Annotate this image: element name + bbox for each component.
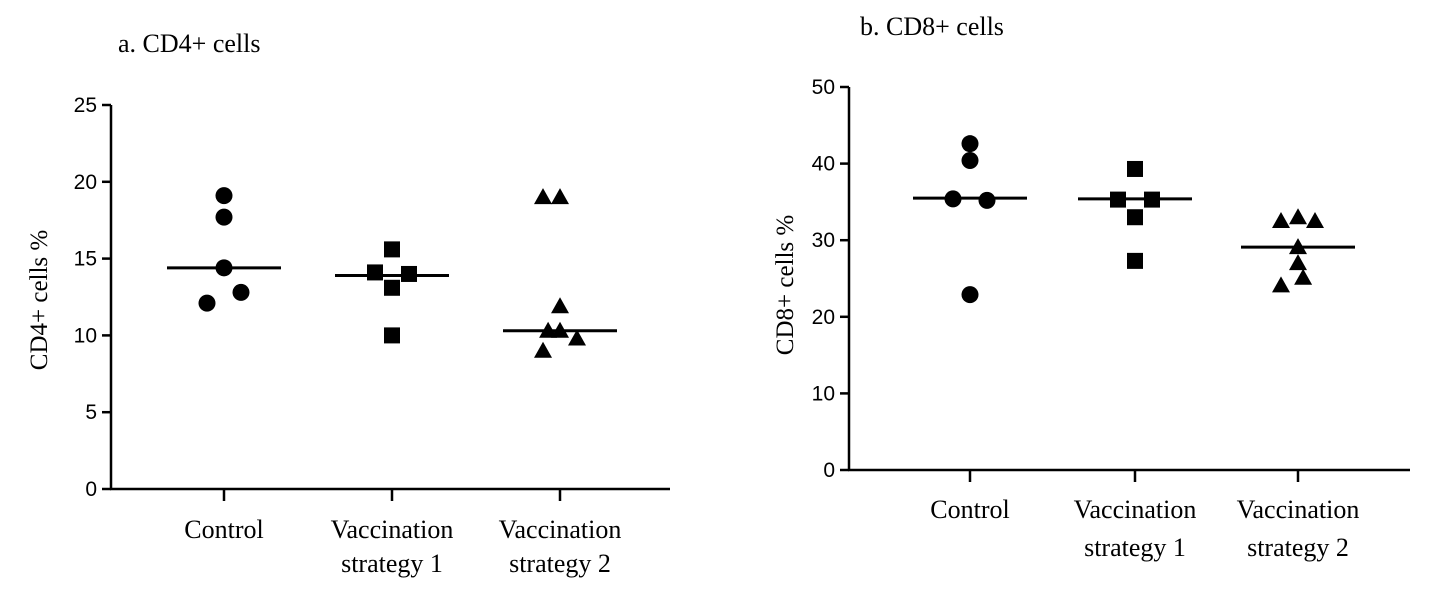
data-point-triangle xyxy=(568,329,586,346)
x-category-label: Vaccination xyxy=(1237,495,1360,524)
y-ticks: 0 5 10 15 20 25 xyxy=(74,94,111,501)
x-category-label: Vaccination xyxy=(1074,495,1197,524)
y-tick-label: 20 xyxy=(74,171,97,194)
data-point-triangle xyxy=(551,188,569,205)
data-point-circle xyxy=(198,294,216,312)
data-point-square xyxy=(1110,191,1126,208)
y-axis-label: CD4+ cells % xyxy=(26,230,53,370)
data-point-circle xyxy=(215,208,233,226)
panel-cd4: a. CD4+ cells CD4+ cells % 0 5 10 15 20 25 Co… xyxy=(26,29,670,578)
x-category-label: Control xyxy=(184,515,263,544)
data-point-square xyxy=(384,279,400,296)
y-tick-label: 20 xyxy=(812,306,835,329)
data-point-triangle xyxy=(551,297,569,314)
x-category-label-line2: strategy 2 xyxy=(509,549,611,578)
panel-cd8: b. CD8+ cells CD8+ cells % 0 10 20 30 40 50 C… xyxy=(772,12,1410,562)
data-point-square xyxy=(1144,191,1160,208)
y-tick-label: 40 xyxy=(812,153,835,176)
data-point-square xyxy=(384,327,400,344)
x-categories: Control Vaccination strategy 1 Vaccination s… xyxy=(930,470,1359,562)
data-point-circle xyxy=(215,187,233,205)
data-point-circle xyxy=(978,191,996,209)
data-point-circle xyxy=(944,190,962,208)
x-category-label-line2: strategy 1 xyxy=(1084,533,1186,562)
x-category-label-line2: strategy 2 xyxy=(1247,533,1349,562)
data-point-square xyxy=(384,241,400,258)
y-tick-label: 10 xyxy=(812,382,835,405)
data-point-triangle xyxy=(551,321,569,338)
x-categories: Control Vaccination strategy 1 Vaccination s… xyxy=(184,489,621,578)
y-tick-label: 50 xyxy=(812,76,835,99)
data-point-square xyxy=(1127,209,1143,226)
data-point-triangle xyxy=(534,188,552,205)
data-point-triangle xyxy=(1306,212,1324,229)
y-tick-label: 15 xyxy=(74,248,97,271)
chart-title: b. CD8+ cells xyxy=(860,12,1004,41)
x-category-label: Control xyxy=(930,495,1009,524)
data-point-triangle xyxy=(1289,238,1307,255)
chart-title: a. CD4+ cells xyxy=(118,29,260,58)
data-point-triangle xyxy=(1272,276,1290,293)
data-point-circle xyxy=(215,259,233,277)
y-tick-label: 10 xyxy=(74,324,97,347)
data-point-triangle xyxy=(1289,254,1307,271)
y-tick-label: 0 xyxy=(823,459,835,482)
data-point-circle xyxy=(961,152,979,170)
series-group xyxy=(167,187,617,358)
y-tick-label: 5 xyxy=(85,401,97,424)
y-axis-label: CD8+ cells % xyxy=(772,215,799,355)
y-tick-label: 0 xyxy=(85,478,97,501)
data-point-triangle xyxy=(1289,208,1307,225)
series-group xyxy=(913,135,1355,304)
data-point-triangle xyxy=(1272,212,1290,229)
data-point-circle xyxy=(961,135,979,153)
data-point-square xyxy=(401,265,417,282)
data-point-circle xyxy=(961,286,979,304)
data-point-triangle xyxy=(534,341,552,358)
x-category-label: Vaccination xyxy=(331,515,454,544)
data-point-triangle xyxy=(1294,268,1313,285)
data-point-triangle xyxy=(539,321,558,338)
y-ticks: 0 10 20 30 40 50 xyxy=(812,76,849,482)
data-point-circle xyxy=(232,283,250,301)
data-point-square xyxy=(1127,160,1143,177)
data-point-square xyxy=(367,264,383,281)
x-category-label: Vaccination xyxy=(499,515,622,544)
x-category-label-line2: strategy 1 xyxy=(341,549,443,578)
y-tick-label: 30 xyxy=(812,229,835,252)
y-tick-label: 25 xyxy=(74,94,97,117)
data-point-square xyxy=(1127,252,1143,269)
